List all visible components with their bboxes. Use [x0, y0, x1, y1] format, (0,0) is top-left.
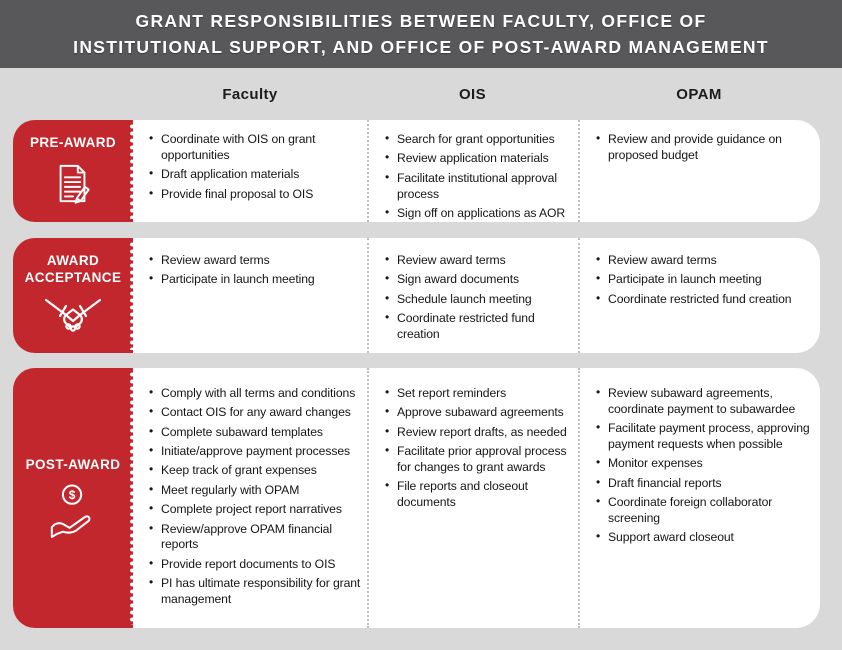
bullet-item: Provide report documents to OIS: [148, 556, 363, 573]
title-bar: GRANT RESPONSIBILITIES BETWEEN FACULTY, …: [0, 0, 842, 68]
cell-post-award-faculty: Comply with all terms and conditions Cont…: [133, 368, 367, 628]
bullet-item: Keep track of grant expenses: [148, 462, 363, 479]
bullet-item: Facilitate institutional approval proces…: [384, 170, 574, 203]
bullet-item: Approve subaward agreements: [384, 404, 574, 421]
bullet-item: Support award closeout: [595, 529, 816, 546]
column-header-faculty: Faculty: [222, 85, 278, 103]
bullet-item: Provide final proposal to OIS: [148, 186, 363, 203]
row-award-acceptance: AWARD ACCEPTANCE Review award terms Parti…: [13, 238, 820, 353]
bullet-item: Coordinate restricted fund creation: [595, 291, 816, 308]
bullet-item: Complete subaward templates: [148, 424, 363, 441]
bullet-item: Contact OIS for any award changes: [148, 404, 363, 421]
stage-label-text: AWARD ACCEPTANCE: [24, 253, 122, 285]
cell-post-award-opam: Review subaward agreements, coordinate p…: [578, 368, 820, 628]
bullet-item: Review application materials: [384, 150, 574, 167]
bullet-item: Review report drafts, as needed: [384, 424, 574, 441]
bullet-item: Draft application materials: [148, 166, 363, 183]
bullet-item: Coordinate restricted fund creation: [384, 310, 574, 343]
bullet-list: Review award terms Participate in launch …: [148, 252, 363, 288]
bullet-list: Review subaward agreements, coordinate p…: [595, 385, 816, 546]
bullet-list: Review award terms Sign award documents Sc…: [384, 252, 574, 343]
column-header-opam: OPAM: [676, 85, 722, 103]
bullet-item: Draft financial reports: [595, 475, 816, 492]
bullet-list: Review and provide guidance on proposed …: [595, 131, 816, 164]
svg-text:$: $: [69, 488, 76, 502]
stage-label-award-acceptance: AWARD ACCEPTANCE: [13, 238, 135, 353]
cell-pre-award-opam: Review and provide guidance on proposed …: [578, 120, 820, 222]
handshake-icon: [45, 296, 101, 338]
stage-label-pre-award: PRE-AWARD: [13, 120, 135, 222]
stage-label-post-award: POST-AWARD $: [13, 368, 135, 628]
cell-award-acceptance-faculty: Review award terms Participate in launch …: [133, 238, 367, 353]
page-title-line-1: GRANT RESPONSIBILITIES BETWEEN FACULTY, …: [135, 11, 707, 31]
bullet-item: Search for grant opportunities: [384, 131, 574, 148]
bullet-item: Set report reminders: [384, 385, 574, 402]
bullet-list: Review award terms Participate in launch …: [595, 252, 816, 308]
bullet-item: Complete project report narratives: [148, 501, 363, 518]
bullet-item: File reports and closeout documents: [384, 478, 574, 511]
bullet-item: Coordinate with OIS on grant opportuniti…: [148, 131, 363, 164]
stage-label-text: PRE-AWARD: [29, 135, 117, 151]
row-post-award: POST-AWARD $ Comply with all terms and c…: [13, 368, 820, 628]
bullet-item: Review award terms: [384, 252, 574, 269]
stage-label-text: POST-AWARD: [25, 457, 121, 473]
bullet-item: Review award terms: [148, 252, 363, 269]
cell-pre-award-ois: Search for grant opportunities Review app…: [367, 120, 578, 222]
bullet-item: PI has ultimate responsibility for grant…: [148, 575, 363, 608]
bullet-item: Participate in launch meeting: [595, 271, 816, 288]
cell-award-acceptance-ois: Review award terms Sign award documents Sc…: [367, 238, 578, 353]
bullet-item: Review and provide guidance on proposed …: [595, 131, 816, 164]
bullet-item: Initiate/approve payment processes: [148, 443, 363, 460]
column-header-ois: OIS: [458, 85, 487, 103]
page-title-line-2: INSTITUTIONAL SUPPORT, AND OFFICE OF POS…: [73, 37, 769, 57]
column-headers: Faculty OIS OPAM: [0, 68, 842, 120]
cell-pre-award-faculty: Coordinate with OIS on grant opportuniti…: [133, 120, 367, 222]
bullet-item: Coordinate foreign collaborator screenin…: [595, 494, 816, 527]
cell-award-acceptance-opam: Review award terms Participate in launch …: [578, 238, 820, 353]
bullet-item: Schedule launch meeting: [384, 291, 574, 308]
bullet-item: Sign award documents: [384, 271, 574, 288]
bullet-item: Comply with all terms and conditions: [148, 385, 363, 402]
bullet-item: Meet regularly with OPAM: [148, 482, 363, 499]
bullet-item: Review subaward agreements, coordinate p…: [595, 385, 816, 418]
bullet-list: Comply with all terms and conditions Cont…: [148, 385, 363, 608]
row-pre-award: PRE-AWARD Coordinate with OIS on grant o…: [13, 120, 820, 222]
bullet-item: Monitor expenses: [595, 455, 816, 472]
hand-coin-icon: $: [47, 483, 99, 539]
bullet-list: Coordinate with OIS on grant opportuniti…: [148, 131, 363, 203]
document-pencil-icon: [52, 161, 94, 207]
bullet-item: Review/approve OPAM financial reports: [148, 521, 363, 554]
bullet-item: Review award terms: [595, 252, 816, 269]
bullet-item: Facilitate payment process, approving pa…: [595, 420, 816, 453]
bullet-item: Participate in launch meeting: [148, 271, 363, 288]
bullet-list: Search for grant opportunities Review app…: [384, 131, 574, 222]
cell-post-award-ois: Set report reminders Approve subaward agr…: [367, 368, 578, 628]
bullet-item: Sign off on applications as AOR: [384, 205, 574, 222]
bullet-list: Set report reminders Approve subaward agr…: [384, 385, 574, 511]
bullet-item: Facilitate prior approval process for ch…: [384, 443, 574, 476]
